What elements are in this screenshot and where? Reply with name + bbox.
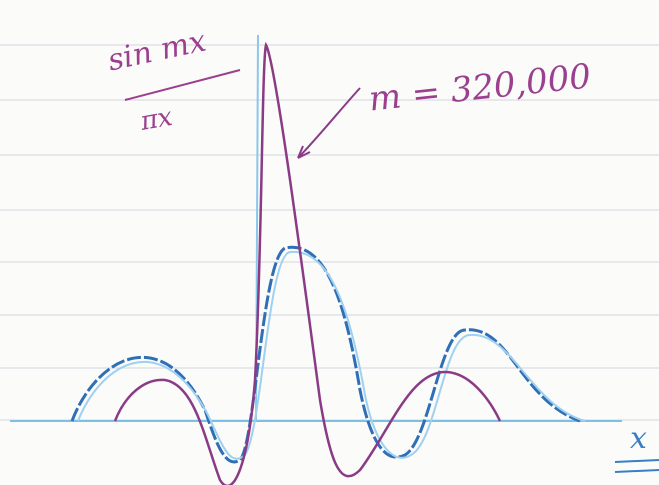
axis-label: x <box>630 421 647 456</box>
sketch: sin mx πx m = 320,000 x <box>0 0 659 485</box>
formula-denominator: πx <box>137 102 175 137</box>
